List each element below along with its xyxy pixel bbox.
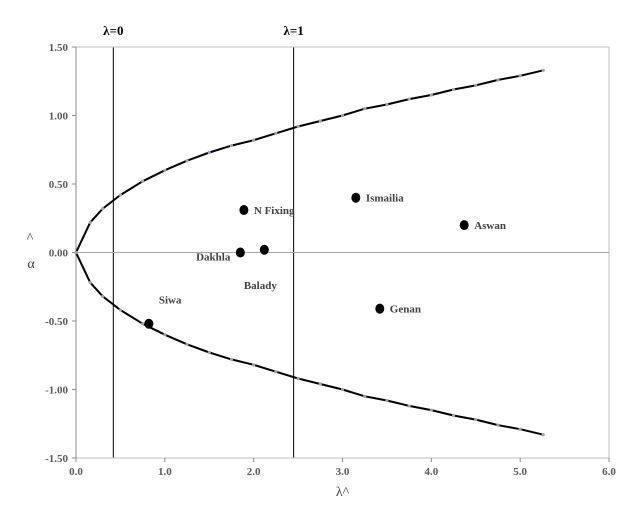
reference-line-label: λ=1 xyxy=(283,23,303,38)
lower-boundary-curve-marker xyxy=(340,387,345,392)
lower-boundary-curve-marker xyxy=(74,250,78,255)
lower-boundary-curve-marker xyxy=(163,333,167,337)
x-tick-label: 4.0 xyxy=(424,466,438,478)
x-tick-label: 6.0 xyxy=(602,466,616,478)
lower-boundary-curve-marker xyxy=(207,350,211,355)
upper-boundary-curve-marker xyxy=(340,113,345,118)
data-point xyxy=(259,244,269,255)
data-point xyxy=(239,205,249,216)
lower-boundary-curve-marker xyxy=(474,418,478,422)
upper-boundary-curve-marker xyxy=(451,87,456,92)
x-tick-label: 0.0 xyxy=(69,466,83,478)
y-axis-title-hat: ^ xyxy=(27,231,34,246)
upper-boundary-curve-marker xyxy=(496,78,500,82)
data-point-label: Balady xyxy=(244,280,278,292)
y-tick-label: -0.50 xyxy=(45,316,68,328)
lower-boundary-curve-marker xyxy=(363,394,367,398)
upper-boundary-curve-marker xyxy=(101,207,105,211)
upper-boundary-curve-marker xyxy=(141,179,145,183)
x-tick-label: 5.0 xyxy=(513,466,527,478)
data-point-label: N Fixing xyxy=(254,205,295,217)
upper-boundary-curve-marker xyxy=(385,102,389,107)
lower-boundary-curve-marker xyxy=(141,322,145,326)
data-point-label: Aswan xyxy=(474,220,506,232)
upper-boundary-curve-marker xyxy=(118,193,123,197)
upper-boundary-curve-marker xyxy=(163,168,167,172)
upper-boundary-curve-marker xyxy=(207,150,211,155)
lower-boundary-curve-marker xyxy=(229,357,234,361)
lower-boundary-curve-marker xyxy=(88,281,92,285)
data-point xyxy=(351,192,361,203)
data-point-label: Dakhla xyxy=(196,252,231,264)
data-point-label: Genan xyxy=(390,304,421,316)
lower-boundary-curve-marker xyxy=(385,398,389,403)
upper-boundary-curve-marker xyxy=(318,119,322,123)
y-tick-label: -1.00 xyxy=(45,385,68,397)
lower-boundary-curve-marker xyxy=(496,423,500,427)
data-point xyxy=(144,318,154,329)
upper-boundary-curve-marker xyxy=(229,144,234,148)
lower-boundary-curve-marker xyxy=(185,342,189,346)
lower-boundary-curve-marker xyxy=(274,370,278,374)
data-point-label: Siwa xyxy=(159,295,182,307)
upper-boundary-curve-marker xyxy=(518,74,522,78)
upper-boundary-curve-marker xyxy=(429,93,433,97)
lower-boundary-curve-marker xyxy=(252,363,256,367)
x-tick-label: 3.0 xyxy=(336,466,350,478)
upper-boundary-curve-marker xyxy=(296,124,300,129)
data-point-label: Ismailia xyxy=(366,193,404,205)
y-tick-label: 0.00 xyxy=(49,248,69,260)
data-point xyxy=(375,303,385,314)
data-point xyxy=(235,247,245,258)
y-axis-title: α xyxy=(27,257,35,272)
lower-boundary-curve-marker xyxy=(451,413,456,418)
lower-boundary-curve-marker xyxy=(429,408,433,412)
lower-boundary-curve-marker xyxy=(407,404,411,408)
lower-boundary-curve xyxy=(75,252,544,436)
x-axis-title: λ^ xyxy=(336,485,350,500)
x-tick-label: 1.0 xyxy=(158,466,172,478)
lower-boundary-curve-marker xyxy=(118,308,123,312)
lower-boundary-curve-marker xyxy=(101,294,105,298)
lower-boundary-curve-marker xyxy=(318,382,322,386)
lower-boundary-curve-marker xyxy=(541,433,545,437)
upper-boundary-curve-marker xyxy=(363,107,367,111)
upper-boundary-curve-marker xyxy=(274,131,278,135)
y-tick-label: 0.50 xyxy=(49,179,69,191)
reference-line-label: λ=0 xyxy=(103,23,123,38)
data-point xyxy=(459,220,469,231)
lower-boundary-curve-marker xyxy=(296,376,300,381)
y-tick-label: 1.50 xyxy=(49,42,69,54)
upper-boundary-curve-marker xyxy=(407,97,411,101)
y-tick-label: 1.00 xyxy=(49,111,69,123)
lower-boundary-curve-marker xyxy=(518,427,522,431)
y-tick-label: -1.50 xyxy=(45,453,68,465)
upper-boundary-curve-marker xyxy=(185,159,189,163)
upper-boundary-curve-marker xyxy=(88,220,92,224)
x-tick-label: 2.0 xyxy=(247,466,261,478)
upper-boundary-curve-marker xyxy=(474,83,478,87)
upper-boundary-curve-marker xyxy=(541,68,545,72)
upper-boundary-curve-marker xyxy=(252,138,256,142)
